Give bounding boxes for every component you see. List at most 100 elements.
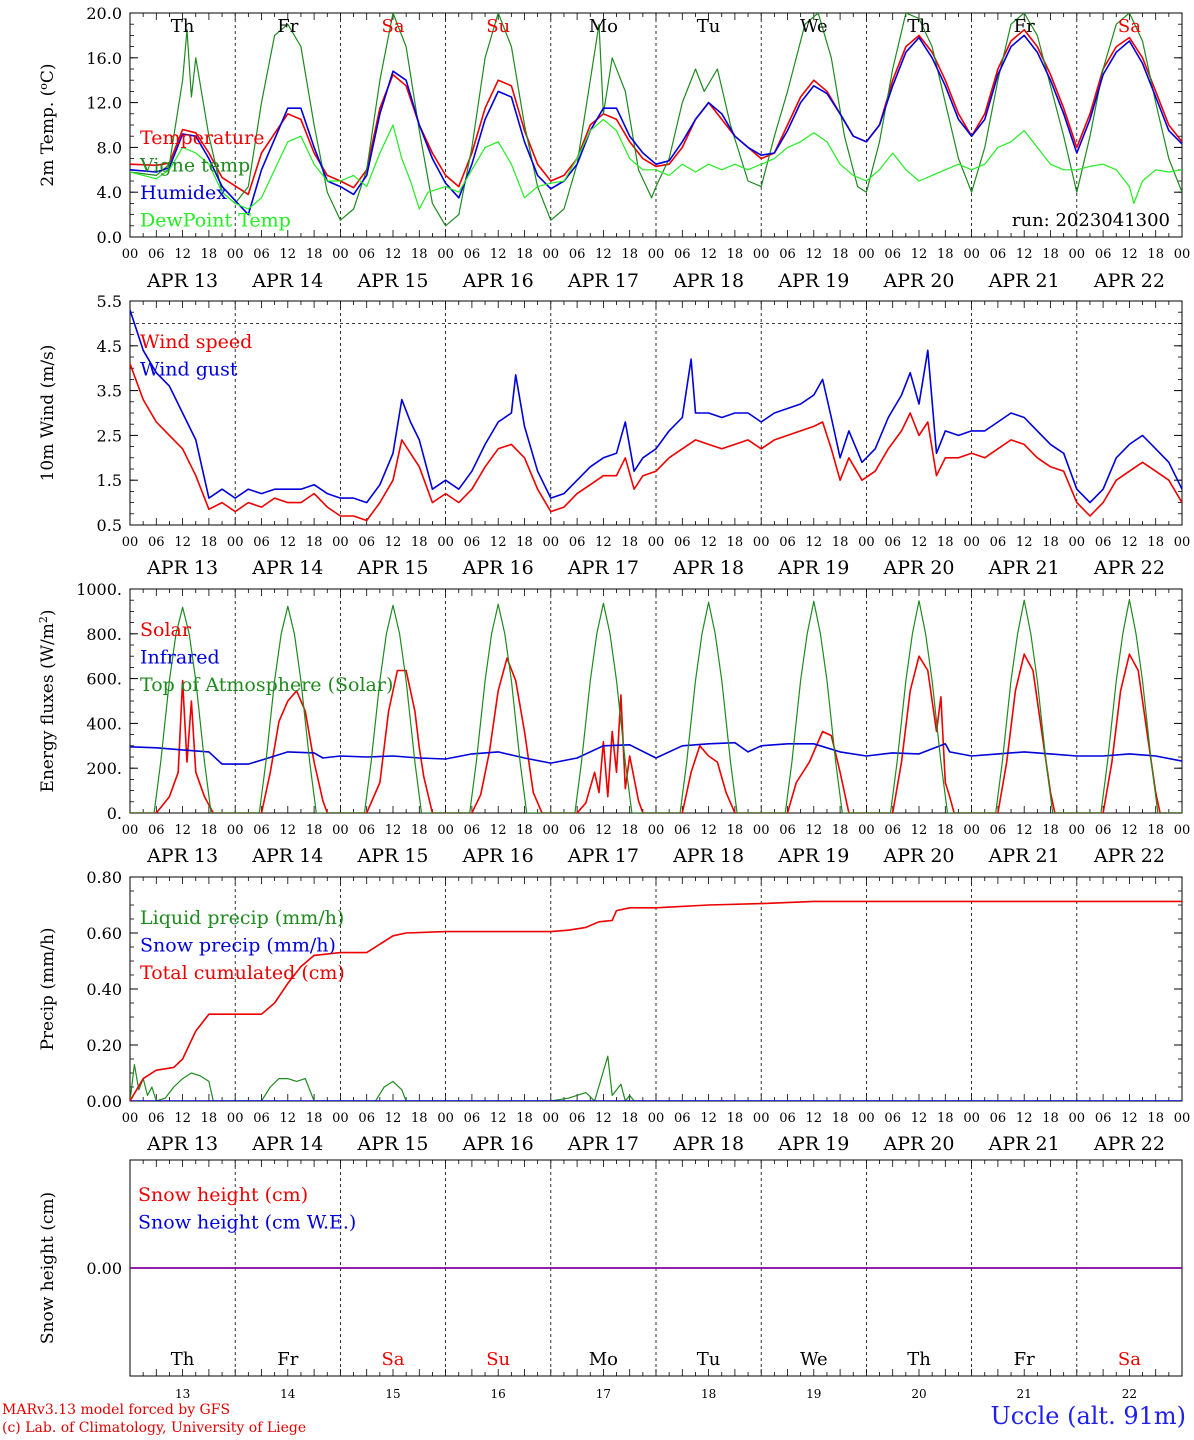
y-tick-label: 0.00 [86, 1259, 122, 1278]
day-number: 17 [596, 1387, 611, 1400]
day-number: 19 [806, 1387, 821, 1400]
hour-tick-label: 18 [937, 823, 954, 838]
meteogram: 0.0 4.0 8.0 12.0 16.0 20.0 2m Temp. (oC) Temper… [37, 4, 1191, 1400]
legend-entry: Liquid precip (mm/h) [140, 907, 344, 929]
hour-tick-label: 12 [1121, 535, 1138, 550]
hour-tick-label: 06 [779, 247, 796, 262]
date-label: APR 13 [146, 270, 218, 292]
hour-tick-label: 00 [858, 247, 875, 262]
y-tick-label: 12.0 [86, 94, 122, 113]
panel-1-frame [129, 12, 1183, 238]
hour-tick-label: 06 [253, 535, 270, 550]
hour-tick-label: 00 [227, 823, 244, 838]
hour-tick-label: 00 [1069, 535, 1086, 550]
station-name: Uccle (alt. 91m) [990, 1402, 1186, 1430]
day-name-top: Mo [589, 16, 618, 37]
hour-tick-label: 18 [621, 1111, 638, 1126]
hour-tick-label: 06 [148, 1111, 165, 1126]
hour-tick-label: 18 [832, 535, 849, 550]
hour-tick-label: 06 [148, 535, 165, 550]
day-name-top: Sa [1118, 16, 1141, 37]
date-label: APR 19 [777, 845, 849, 867]
hour-tick-label: 00 [1174, 823, 1191, 838]
day-name-bottom: We [800, 1349, 828, 1370]
hour-tick-label: 00 [122, 247, 139, 262]
hour-tick-label: 12 [700, 535, 717, 550]
y-tick-label: 1000. [76, 580, 122, 599]
hour-tick-label: 18 [411, 535, 428, 550]
date-label: APR 17 [567, 270, 639, 292]
date-label: APR 18 [672, 845, 744, 867]
day-number: 20 [911, 1387, 926, 1400]
hour-tick-label: 12 [595, 1111, 612, 1126]
hour-tick-label: 06 [674, 535, 691, 550]
hour-tick-label: 00 [1069, 1111, 1086, 1126]
hour-tick-label: 12 [174, 535, 191, 550]
hour-tick-label: 18 [727, 1111, 744, 1126]
y-axis-label: 10m Wind (m/s) [38, 345, 58, 482]
legend-entry: Snow height (cm W.E.) [138, 1212, 356, 1234]
hour-tick-label: 18 [411, 823, 428, 838]
y-tick-label: 8.0 [97, 138, 122, 157]
series-line-4-3 [130, 900, 1182, 1101]
date-label: APR 17 [567, 557, 639, 579]
date-label: APR 20 [882, 557, 954, 579]
hour-tick-label: 18 [1042, 247, 1059, 262]
y-tick-label: 0.5 [97, 516, 122, 535]
hour-tick-label: 00 [1069, 247, 1086, 262]
model-credits: MARv3.13 model forced by GFS (c) Lab. of… [2, 1401, 306, 1437]
date-label: APR 19 [777, 270, 849, 292]
hour-tick-label: 18 [621, 535, 638, 550]
day-number: 13 [175, 1387, 190, 1400]
date-label: APR 18 [672, 1133, 744, 1155]
hour-tick-label: 18 [1147, 823, 1164, 838]
hour-tick-label: 12 [280, 1111, 297, 1126]
hour-tick-label: 06 [569, 1111, 586, 1126]
legend-entry: Top of Atmosphere (Solar) [140, 674, 393, 696]
hour-tick-label: 00 [963, 535, 980, 550]
hour-tick-label: 06 [464, 1111, 481, 1126]
hour-tick-label: 06 [779, 535, 796, 550]
hour-tick-label: 18 [832, 823, 849, 838]
y-tick-label: 800. [86, 625, 122, 644]
hour-tick-label: 12 [490, 823, 507, 838]
day-name-bottom: Tu [697, 1349, 721, 1370]
hour-tick-label: 12 [911, 247, 928, 262]
hour-tick-label: 18 [516, 247, 533, 262]
hour-tick-label: 18 [1147, 247, 1164, 262]
date-label: APR 16 [462, 270, 534, 292]
hour-tick-label: 06 [253, 1111, 270, 1126]
hour-tick-label: 00 [437, 247, 454, 262]
hour-tick-label: 18 [727, 535, 744, 550]
hour-tick-label: 18 [516, 535, 533, 550]
day-name-top: Tu [697, 16, 721, 37]
hour-tick-label: 00 [332, 1111, 349, 1126]
day-number: 15 [385, 1387, 400, 1400]
hour-tick-label: 12 [806, 823, 823, 838]
day-name-bottom: Sa [1118, 1349, 1141, 1370]
day-name-top: Sa [381, 16, 404, 37]
y-tick-label: 400. [86, 714, 122, 733]
legend-entry: Vigne temp [139, 155, 250, 177]
hour-tick-label: 12 [490, 535, 507, 550]
hour-tick-label: 00 [437, 1111, 454, 1126]
hour-tick-label: 12 [1121, 1111, 1138, 1126]
day-name-top: Th [171, 16, 195, 37]
y-tick-label: 20.0 [86, 4, 122, 23]
hour-tick-label: 00 [543, 823, 560, 838]
series-line-1-1 [130, 29, 1182, 196]
hour-tick-label: 12 [385, 1111, 402, 1126]
legend-entry: Infrared [140, 647, 220, 669]
day-name-bottom: Fr [1014, 1349, 1035, 1370]
hour-tick-label: 00 [1069, 823, 1086, 838]
hour-tick-label: 18 [516, 1111, 533, 1126]
hour-tick-label: 12 [1016, 823, 1033, 838]
legend-entry: Temperature [140, 127, 264, 149]
hour-tick-label: 00 [753, 1111, 770, 1126]
day-name-bottom: Fr [277, 1349, 298, 1370]
hour-tick-label: 12 [490, 247, 507, 262]
hour-tick-label: 12 [595, 535, 612, 550]
hour-tick-label: 00 [332, 247, 349, 262]
date-label: APR 13 [146, 845, 218, 867]
run-annotation: run: 2023041300 [1012, 210, 1170, 231]
